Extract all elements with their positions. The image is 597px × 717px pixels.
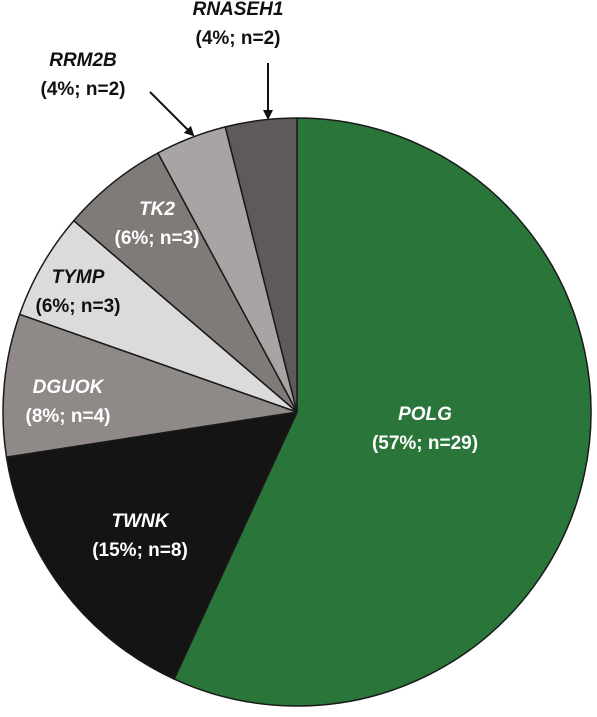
slice-label-dguok: DGUOK (8%; n=4) — [26, 377, 111, 427]
slice-gene-name: TYMP — [52, 267, 105, 288]
pie-slice-rnaseh1 — [224, 117, 298, 413]
slice-gene-name: TWNK — [112, 511, 170, 532]
slice-label-twnk: TWNK (15%; n=8) — [92, 511, 188, 561]
slice-detail: (6%; n=3) — [115, 228, 200, 249]
slice-label-polg: POLG (57%; n=29) — [372, 404, 478, 454]
slice-gene-name: RNASEH1 — [193, 0, 284, 20]
slice-detail: (6%; n=3) — [36, 296, 121, 317]
slice-gene-name: DGUOK — [33, 377, 105, 398]
slice-label-tk2: TK2 (6%; n=3) — [115, 199, 200, 249]
leader-arrow-rrm2b — [149, 91, 195, 137]
pie-slice-polg — [173, 117, 592, 707]
slice-label-tymp: TYMP (6%; n=3) — [36, 267, 121, 317]
slice-label-rrm2b: RRM2B (4%; n=2) — [41, 50, 126, 100]
slice-detail: (15%; n=8) — [92, 540, 188, 561]
pie-slice-twnk — [5, 411, 298, 680]
slice-detail: (57%; n=29) — [372, 433, 478, 454]
slice-detail: (4%; n=2) — [196, 28, 281, 49]
slice-gene-name: TK2 — [139, 199, 175, 220]
slice-label-rnaseh1: RNASEH1 (4%; n=2) — [193, 0, 284, 49]
slice-detail: (4%; n=2) — [41, 79, 126, 100]
slice-gene-name: RRM2B — [49, 50, 117, 71]
slice-detail: (8%; n=4) — [26, 406, 111, 427]
pie-slice-dguok — [2, 313, 298, 458]
slice-gene-name: POLG — [398, 404, 452, 425]
